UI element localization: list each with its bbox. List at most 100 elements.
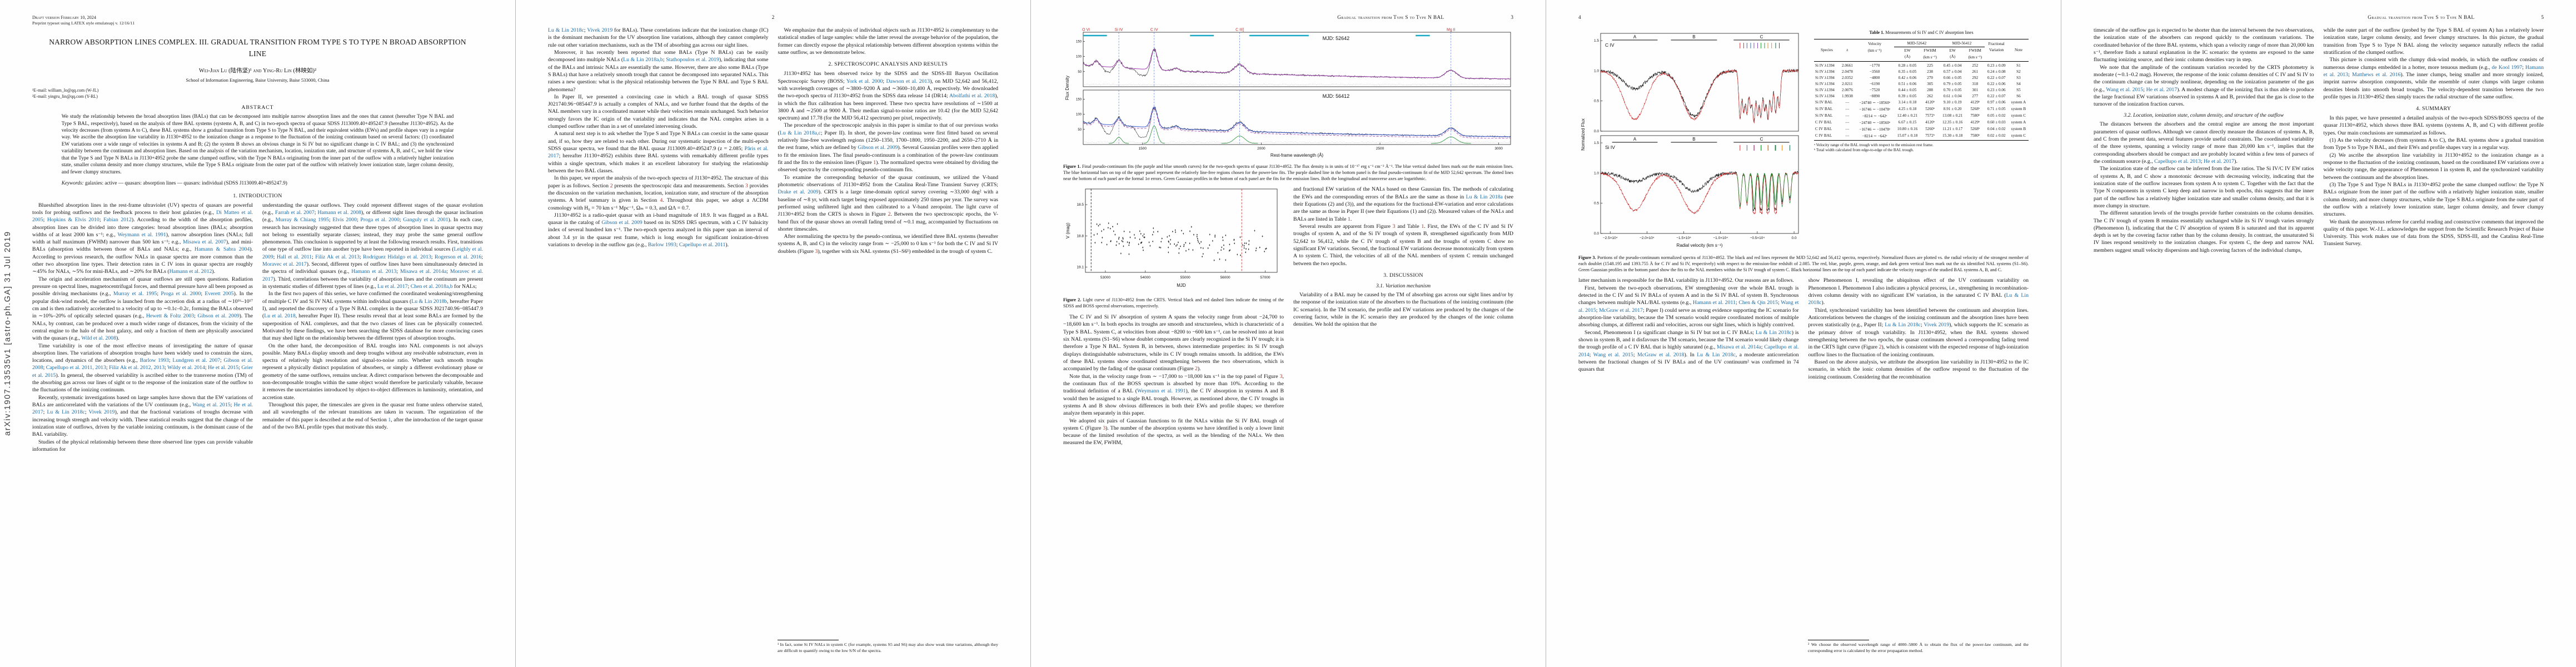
citation-link[interactable]: Weymann et al. 1991 — [1137, 388, 1186, 395]
citation-link[interactable]: Lu & Lin 2018a,c — [779, 130, 821, 136]
citation-link[interactable]: Murray et al. 1995 — [113, 291, 157, 297]
citation-link[interactable]: Chen & Qin 2015 — [1738, 300, 1778, 306]
citation-link[interactable]: Rodríguez Hidalgo et al. 2013 — [363, 253, 431, 260]
citation-link[interactable]: Everett 2005 — [205, 291, 234, 297]
citation-link[interactable]: Lu & Lin 2018a — [1466, 193, 1503, 200]
citation-link[interactable]: Misawa et al. 2014a — [400, 268, 447, 275]
citation-link[interactable]: He et al. 2017 — [2204, 158, 2235, 165]
citation-link[interactable]: Capellupo et al. 2011 — [679, 242, 726, 248]
citation-link[interactable]: Grier et al. 2015 — [32, 365, 253, 379]
internal-ref-link[interactable]: 2 — [888, 211, 891, 218]
citation-link[interactable]: Moravec et al. 2017 — [262, 268, 484, 282]
citation-link[interactable]: Chen et al. 2018a,b — [410, 283, 453, 290]
citation-link[interactable]: Filiz Ak et al. 2012, 2013 — [109, 365, 165, 371]
citation-link[interactable]: Lu & Lin 2018c — [47, 409, 85, 416]
citation-link[interactable]: Hamann & Sabra 2004 — [194, 246, 250, 253]
citation-link[interactable]: Capellupo et al. 2011, 2013 — [46, 365, 106, 371]
citation-link[interactable]: Di Matteo et al. 2005 — [32, 209, 253, 223]
citation-link[interactable]: He et al. 2017 — [32, 402, 253, 416]
citation-link[interactable]: Pâris et al. 2017 — [548, 146, 769, 160]
citation-link[interactable]: Gibson et al. 2009 — [601, 220, 642, 226]
citation-link[interactable]: Drake et al. 2009 — [778, 189, 819, 196]
citation-link[interactable]: Stathopoulos et al. 2019 — [666, 57, 719, 63]
citation-link[interactable]: Hamann et al. 2008 — [317, 209, 361, 216]
citation-link[interactable]: Lu & Lin 2018c — [1885, 322, 1921, 328]
citation-link[interactable]: Proga et al. 2000 — [161, 291, 201, 297]
citation-link[interactable]: Elvis 2000 — [332, 217, 357, 223]
paragraph: latter mechanism is responsible for the … — [1578, 277, 1794, 284]
citation-link[interactable]: Wang et al. 2015 — [192, 402, 231, 409]
citation-link[interactable]: He et al. 2017 — [2146, 86, 2178, 93]
citation-link[interactable]: Lu et al. 2017 — [377, 283, 408, 290]
citation-link[interactable]: Lu & Lin 2018c — [1697, 351, 1736, 358]
citation-link[interactable]: Hamann et al. 2013 — [351, 268, 397, 275]
citation-link[interactable]: de Kool 1997 — [2492, 64, 2522, 71]
citation-link[interactable]: He et al. 2015 — [208, 365, 239, 371]
citation-link[interactable]: Wang et al. 2015 — [1593, 351, 1633, 358]
citation-link[interactable]: Misawa et al. 2014a — [1717, 344, 1761, 351]
citation-link[interactable]: Gibson et al. 2008 — [32, 357, 253, 371]
internal-ref-link[interactable]: 1 — [873, 160, 876, 166]
citation-link[interactable]: Farrah et al. 2007 — [275, 209, 315, 216]
citation-link[interactable]: Wang et al. 2015 — [2106, 86, 2144, 93]
citation-link[interactable]: McGraw et al. 2017 — [1599, 307, 1643, 313]
citation-link[interactable]: Fabian 2012 — [103, 217, 132, 223]
internal-ref-link[interactable]: 3 — [1103, 425, 1106, 431]
citation-link[interactable]: Lu & Lin 2018a,b — [623, 57, 663, 63]
citation-link[interactable]: Moravec et al. 2017 — [262, 261, 307, 268]
internal-ref-link[interactable]: 2 — [1194, 366, 1198, 372]
citation-link[interactable]: Abolfathi et al. 2018 — [949, 93, 995, 99]
internal-ref-link[interactable]: 3 — [815, 248, 818, 255]
citation-link[interactable]: Lu & Lin 2018c — [1808, 292, 2029, 306]
citation-link[interactable]: Barlow 1993 — [139, 357, 169, 364]
citation-link[interactable]: Murray & Chiang 1995 — [275, 217, 329, 223]
citation-link[interactable]: Leighly et al. 2009 — [262, 246, 483, 260]
citation-link[interactable]: Filiz Ak et al. 2013 — [315, 253, 360, 260]
internal-ref-link[interactable]: 1 — [1421, 223, 1424, 230]
col-fwhm1: FWHM — [1924, 48, 1936, 53]
internal-ref-link[interactable]: 4 — [660, 197, 663, 204]
citation-link[interactable]: Hopkins & Elvis 2010 — [47, 217, 99, 223]
citation-link[interactable]: Dawson et al. 2013 — [886, 78, 930, 84]
internal-ref-link[interactable]: 3 — [1392, 223, 1396, 230]
citation-link[interactable]: Weymann et al. 1991 — [117, 231, 166, 238]
citation-link[interactable]: Wild et al. 2008 — [81, 335, 116, 342]
draft-version-line: Draft version February 10, 2024 — [32, 15, 96, 20]
citation-link[interactable]: Hamann et al. 2013 — [2323, 64, 2544, 78]
internal-ref-link[interactable]: 3 — [745, 182, 748, 189]
citation-link[interactable]: Lu & Lin 2018c — [548, 27, 584, 33]
citation-link[interactable]: Vivek 2019 — [587, 27, 613, 33]
citation-link[interactable]: Lundgren et al. 2007 — [172, 357, 220, 364]
citation-link[interactable]: Wildy et al. 2014 — [167, 365, 205, 371]
abstract-text: We study the relationship between the br… — [61, 114, 454, 175]
citation-link[interactable]: Misawa et al. 2007 — [183, 239, 226, 246]
citation-link[interactable]: Capellupo et al. 2013 — [2154, 158, 2201, 165]
table-body: Si IV λ1394 2.0661 −1770 0.28 ± 0.05 225 0.45… — [1814, 61, 2029, 141]
citation-link[interactable]: Vivek 2019 — [88, 409, 115, 416]
citation-link[interactable]: Hamann et al. 2011 — [1692, 300, 1736, 306]
internal-ref-link[interactable]: 3 — [1279, 373, 1283, 380]
citation-link[interactable]: 1 — [388, 416, 391, 423]
citation-link[interactable]: Barlow 1993 — [647, 242, 676, 248]
internal-ref-link[interactable]: 2 — [610, 182, 613, 189]
citation-link[interactable]: Gibson et al. 2009 — [858, 145, 898, 151]
citation-link[interactable]: Ganguly et al. 2001 — [403, 217, 449, 223]
citation-link[interactable]: Matthews et al. 2016 — [2351, 71, 2401, 78]
citation-link[interactable]: Hewett & Foltz 2003 — [146, 313, 195, 320]
col-ew1: EW — [1904, 48, 1911, 53]
internal-ref-link[interactable]: 1 — [1347, 216, 1351, 222]
citation-link[interactable]: Proga et al. 2000 — [360, 217, 400, 223]
citation-link[interactable]: Lu & Lin 2018c — [1755, 329, 1792, 336]
citation-link[interactable]: Hall et al. 2011 — [276, 253, 312, 260]
citation-link[interactable]: Rogerson et al. 2016 — [434, 253, 482, 260]
citation-link[interactable]: Capellupo et al. 2014 — [1578, 344, 1799, 358]
citation-link[interactable]: Vivek 2019 — [1924, 322, 1950, 328]
internal-ref-link[interactable]: 2 — [1879, 344, 1882, 351]
citation-link[interactable]: York et al. 2000 — [846, 78, 883, 84]
citation-link[interactable]: Wang et al. 2015 — [1578, 300, 1799, 313]
citation-link[interactable]: Hamann et al. 2012 — [169, 268, 212, 275]
citation-link[interactable]: Lu et al. 2018 — [264, 313, 296, 320]
citation-link[interactable]: Lu & Lin 2018b — [411, 298, 447, 305]
citation-link[interactable]: McGraw et al. 2018 — [1637, 351, 1685, 358]
citation-link[interactable]: Gibson et al. 2009 — [197, 313, 240, 320]
